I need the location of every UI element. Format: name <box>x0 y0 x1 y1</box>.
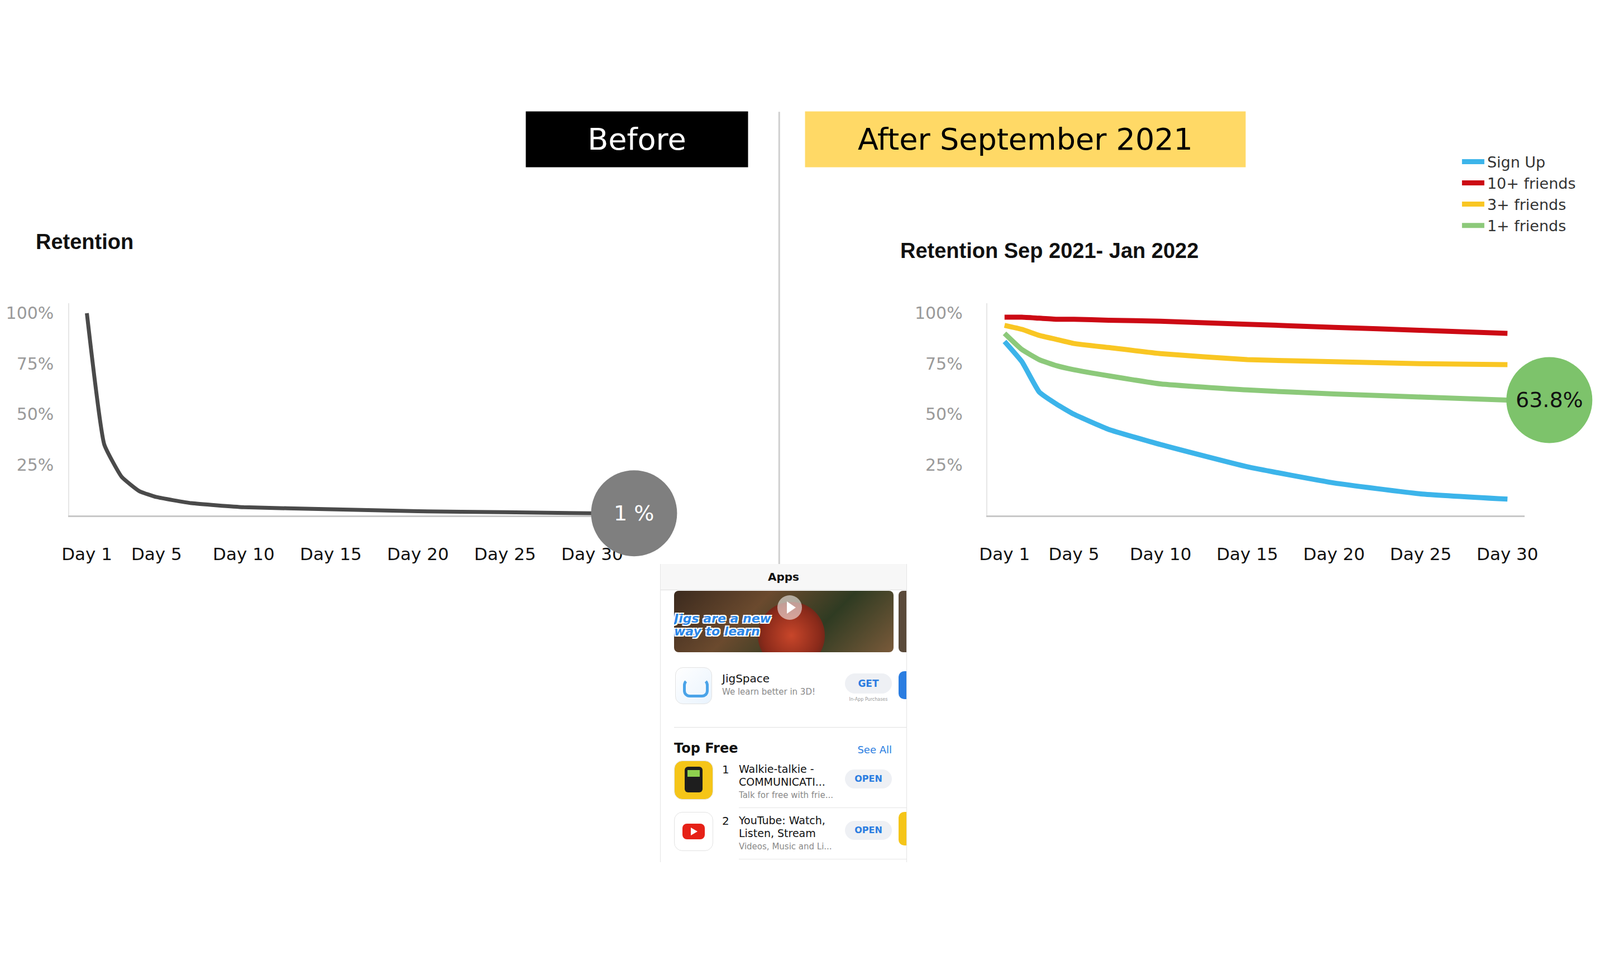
svg-text:1+ friends: 1+ friends <box>1487 217 1566 235</box>
svg-text:After September 2021: After September 2021 <box>857 121 1193 157</box>
html-text:Apps: Apps <box>767 570 800 584</box>
svg-text:Day 20: Day 20 <box>387 543 450 565</box>
svg-text:50%: 50% <box>925 404 963 424</box>
svg-text:75%: 75% <box>16 354 55 374</box>
html-text:YouTube: Watch, Listen, Stream: YouTube: Watch, Listen, Stream <box>738 814 826 840</box>
svg-text:Day 20: Day 20 <box>1303 543 1366 565</box>
svg-text:Day 15: Day 15 <box>299 543 362 565</box>
svg-text:25%: 25% <box>925 455 963 475</box>
html-text:We learn better in 3D!: We learn better in 3D! <box>722 686 816 697</box>
html-text:In-App Purchases: In-App Purchases <box>849 696 888 702</box>
svg-text:Day 30: Day 30 <box>561 543 624 565</box>
svg-text:Retention: Retention <box>35 230 134 254</box>
html-text:Top Free: Top Free <box>674 740 739 757</box>
svg-text:Day 10: Day 10 <box>212 543 275 565</box>
svg-text:1 %: 1 % <box>613 500 654 526</box>
html-text:Jigs are a new way to learn: Jigs are a new way to learn <box>674 611 772 639</box>
html-text:JigSpace: JigSpace <box>722 671 770 686</box>
html-text:Talk for free with frie...: Talk for free with frie... <box>738 790 834 801</box>
html-text:GET: GET <box>858 677 879 690</box>
svg-text:75%: 75% <box>925 354 963 374</box>
svg-text:Day 5: Day 5 <box>1048 543 1100 565</box>
svg-text:Day 10: Day 10 <box>1129 543 1192 565</box>
html-text:1: 1 <box>722 762 730 777</box>
svg-text:Day 1: Day 1 <box>61 543 113 565</box>
svg-text:25%: 25% <box>16 455 55 475</box>
html-text:2: 2 <box>722 814 730 828</box>
svg-text:Day 1: Day 1 <box>978 543 1030 565</box>
svg-text:Day 25: Day 25 <box>1390 543 1453 565</box>
html-text:Walkie-talkie - COMMUNICATI...: Walkie-talkie - COMMUNICATI... <box>738 762 826 788</box>
html-text:OPEN: OPEN <box>854 773 883 785</box>
svg-text:3+ friends: 3+ friends <box>1487 196 1566 214</box>
svg-text:100%: 100% <box>6 303 55 323</box>
svg-text:100%: 100% <box>914 303 963 323</box>
svg-text:Day 5: Day 5 <box>131 543 183 565</box>
html-text:See All: See All <box>857 743 892 756</box>
svg-text:Day 15: Day 15 <box>1216 543 1279 565</box>
svg-text:10+ friends: 10+ friends <box>1487 174 1576 193</box>
svg-text:Day 25: Day 25 <box>474 543 537 565</box>
html-text:OPEN: OPEN <box>854 824 883 836</box>
svg-text:Retention Sep 2021- Jan 2022: Retention Sep 2021- Jan 2022 <box>900 239 1199 263</box>
svg-text:Day 30: Day 30 <box>1476 543 1539 565</box>
svg-text:Before: Before <box>587 121 687 157</box>
svg-text:50%: 50% <box>16 404 55 424</box>
html-text:Videos, Music and Li...: Videos, Music and Li... <box>738 841 832 852</box>
svg-text:Sign Up: Sign Up <box>1487 153 1546 171</box>
svg-text:63.8%: 63.8% <box>1515 387 1584 413</box>
